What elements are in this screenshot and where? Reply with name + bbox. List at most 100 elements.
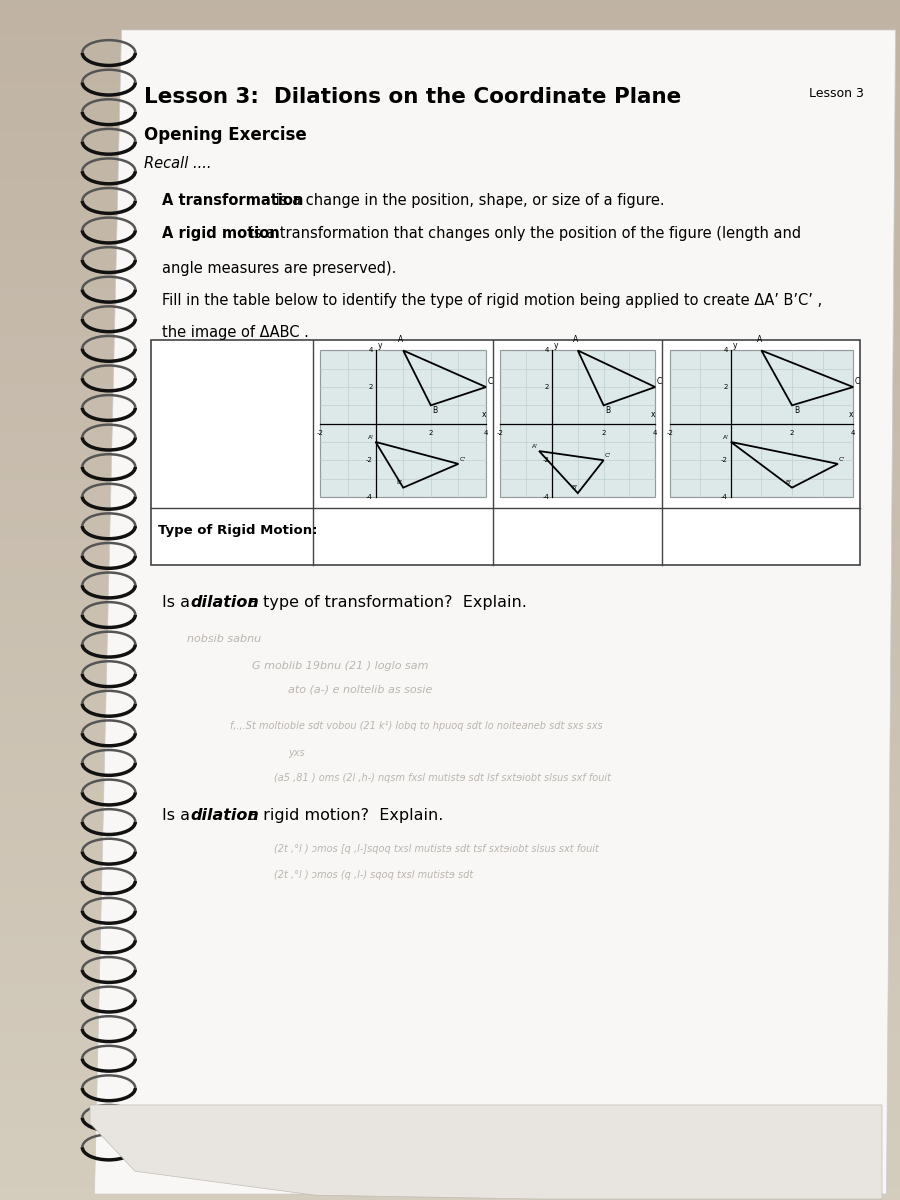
Bar	[0, 288, 900, 300]
Bar	[0, 204, 900, 216]
Bar	[0, 684, 900, 696]
Text: x: x	[651, 410, 655, 419]
Text: x: x	[482, 410, 486, 419]
Text: Lesson 3:  Dilations on the Coordinate Plane: Lesson 3: Dilations on the Coordinate Pl…	[144, 88, 681, 107]
Text: Is a: Is a	[162, 595, 195, 610]
Bar	[0, 1032, 900, 1044]
Text: 4: 4	[368, 348, 373, 354]
Bar	[0, 816, 900, 828]
Text: -2: -2	[497, 430, 504, 436]
Text: A': A'	[724, 436, 730, 440]
Bar	[0, 456, 900, 468]
Text: A: A	[399, 335, 404, 344]
Bar	[0, 972, 900, 984]
Bar	[0, 1128, 900, 1140]
Bar	[0, 504, 900, 516]
Text: 4: 4	[484, 430, 488, 436]
Bar	[0, 24, 900, 36]
Text: yxs: yxs	[288, 748, 304, 758]
Text: 4: 4	[851, 430, 855, 436]
Bar	[0, 612, 900, 624]
Bar	[0, 216, 900, 228]
Text: angle measures are preserved).: angle measures are preserved).	[162, 260, 396, 276]
Bar	[0, 180, 900, 192]
Bar	[0, 96, 900, 108]
Bar	[670, 350, 853, 497]
Bar	[0, 168, 900, 180]
Text: B: B	[433, 407, 437, 415]
Text: 4: 4	[724, 348, 728, 354]
Bar	[0, 828, 900, 840]
Bar	[0, 1116, 900, 1128]
Bar	[0, 0, 900, 12]
Bar	[0, 72, 900, 84]
Bar	[0, 1092, 900, 1104]
Bar	[0, 1176, 900, 1188]
Text: 2: 2	[790, 430, 794, 436]
Bar	[0, 228, 900, 240]
Text: C: C	[488, 377, 493, 386]
Bar	[0, 540, 900, 552]
Bar	[0, 360, 900, 372]
Bar	[0, 1044, 900, 1056]
Bar	[0, 348, 900, 360]
Bar	[0, 1188, 900, 1200]
Bar	[0, 744, 900, 756]
Bar	[320, 350, 486, 497]
Text: Type of Rigid Motion:: Type of Rigid Motion:	[158, 524, 318, 538]
Bar	[0, 84, 900, 96]
Text: 2: 2	[544, 384, 549, 390]
Text: 2: 2	[601, 430, 606, 436]
Text: B': B'	[786, 480, 791, 485]
Text: 2: 2	[368, 384, 373, 390]
Bar	[0, 636, 900, 648]
Bar	[0, 108, 900, 120]
Bar	[0, 240, 900, 252]
Bar	[0, 924, 900, 936]
Bar	[0, 372, 900, 384]
Bar	[500, 350, 655, 497]
Bar	[0, 792, 900, 804]
Text: (2t ,°l ) ɔmos (q ,l-) sqoq txsl mutistɘ sdt: (2t ,°l ) ɔmos (q ,l-) sqoq txsl mutistɘ…	[274, 870, 472, 881]
Bar	[0, 480, 900, 492]
Text: Lesson 3: Lesson 3	[809, 88, 864, 101]
Bar	[0, 300, 900, 312]
Bar	[0, 516, 900, 528]
Text: B': B'	[397, 480, 402, 485]
Bar	[0, 708, 900, 720]
Text: ato (a-) e noltelib as sosie: ato (a-) e noltelib as sosie	[288, 685, 432, 695]
Text: 2: 2	[428, 430, 433, 436]
Bar	[0, 804, 900, 816]
Text: C: C	[855, 377, 860, 386]
Text: C': C'	[460, 457, 466, 462]
Text: C: C	[657, 377, 662, 386]
Bar	[0, 588, 900, 600]
Bar	[0, 492, 900, 504]
Bar	[0, 264, 900, 276]
Text: B: B	[794, 407, 799, 415]
Text: y: y	[733, 342, 737, 350]
Bar	[0, 1056, 900, 1068]
Bar	[0, 912, 900, 924]
Bar	[0, 528, 900, 540]
Bar	[0, 936, 900, 948]
Bar	[0, 984, 900, 996]
Bar	[0, 276, 900, 288]
Text: -4: -4	[542, 494, 549, 499]
Bar	[0, 660, 900, 672]
Text: f,.,.St moltioble sdt vobou (21 k¹) lobq to hpuoq sdt lo noiteaneb sdt sxs sxs: f,.,.St moltioble sdt vobou (21 k¹) lobq…	[230, 721, 603, 731]
Bar	[0, 576, 900, 588]
Polygon shape	[90, 1105, 882, 1199]
Text: B': B'	[572, 485, 577, 490]
Bar	[0, 396, 900, 408]
Bar	[0, 564, 900, 576]
Text: -2: -2	[317, 430, 324, 436]
Text: nobsib sabnu: nobsib sabnu	[187, 635, 261, 644]
Bar	[0, 444, 900, 456]
Text: B: B	[606, 407, 610, 415]
Text: A': A'	[532, 444, 538, 449]
Text: y: y	[378, 342, 382, 350]
Bar	[0, 384, 900, 396]
Text: a rigid motion?  Explain.: a rigid motion? Explain.	[243, 808, 443, 823]
Bar	[0, 192, 900, 204]
